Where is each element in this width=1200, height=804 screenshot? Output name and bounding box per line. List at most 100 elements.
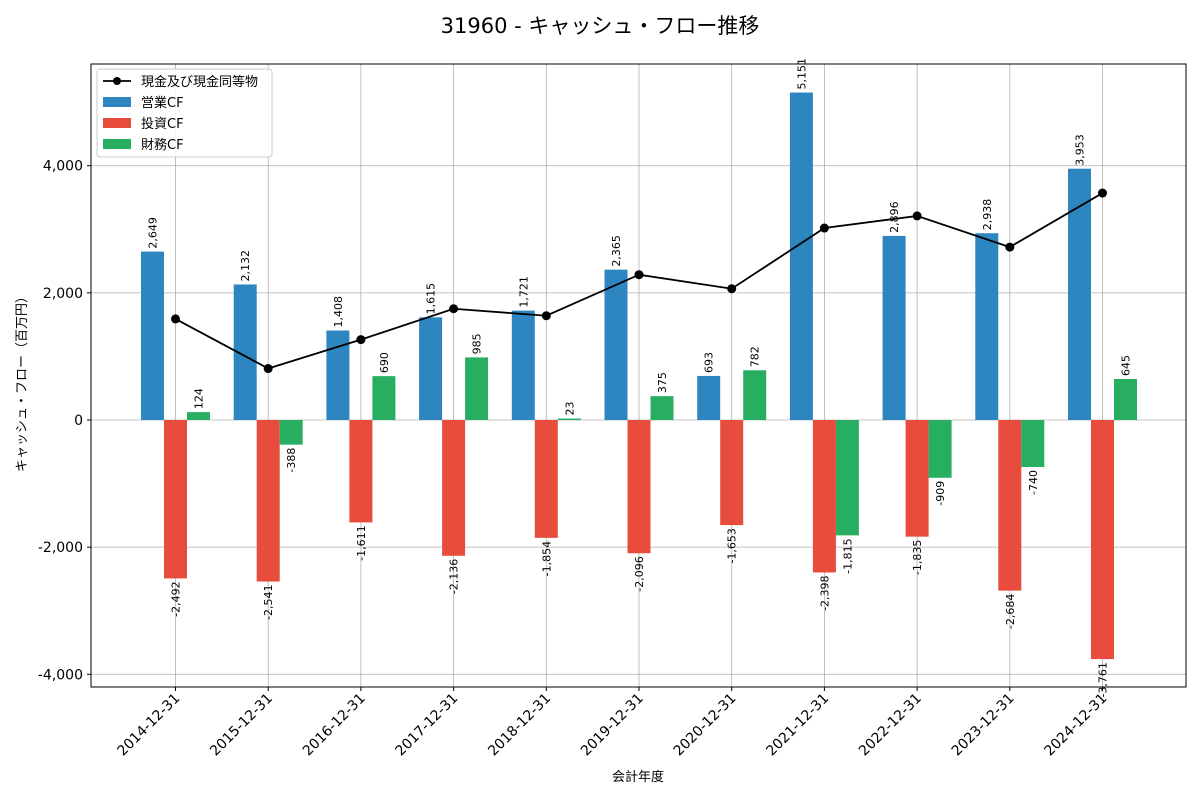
bar-value-label: 782	[749, 346, 762, 367]
bars	[141, 92, 1137, 660]
x-tick-label: 2022-12-31	[856, 691, 925, 760]
x-tick-label: 2019-12-31	[578, 691, 647, 760]
cash-line-point	[449, 304, 459, 314]
bar	[233, 284, 257, 420]
y-tick-label: 2,000	[43, 286, 83, 302]
bar	[928, 420, 952, 478]
bar-value-label: 375	[656, 372, 669, 393]
bar	[141, 251, 164, 420]
cash-line-point	[263, 364, 273, 374]
bar-value-label: -3,761	[1097, 662, 1110, 697]
legend-label: 営業CF	[141, 95, 184, 111]
bar-value-label: -909	[934, 481, 947, 506]
cash-line-point	[819, 223, 829, 233]
bar-value-label: 1,615	[425, 283, 438, 315]
x-tick-label: 2023-12-31	[949, 691, 1018, 760]
bar-value-label: -388	[285, 448, 298, 473]
bar	[697, 375, 721, 420]
bar	[720, 420, 744, 526]
legend-swatch	[103, 118, 131, 128]
bar	[557, 418, 581, 420]
bar-value-label: -2,492	[170, 581, 183, 616]
legend-swatch	[103, 97, 131, 107]
bar	[882, 235, 906, 420]
legend-label: 現金及び現金同等物	[141, 74, 258, 90]
bar-value-label: -2,136	[448, 559, 461, 594]
bar	[998, 420, 1022, 591]
cash-line-point	[356, 335, 366, 345]
bar	[789, 92, 813, 420]
cash-line-point	[171, 314, 180, 324]
bar	[534, 420, 558, 538]
y-axis-label: キャッシュ・フロー（百万円）	[15, 290, 30, 472]
bar-value-label: -2,684	[1004, 594, 1017, 629]
cash-line-point	[727, 284, 737, 294]
bar-value-label: 2,132	[239, 250, 252, 282]
bar-value-label: -1,653	[726, 528, 739, 563]
cash-line-point	[1098, 188, 1107, 198]
bar-value-label: -740	[1027, 470, 1040, 495]
bar	[627, 420, 651, 554]
bar-value-label: 23	[563, 402, 576, 416]
legend-label: 財務CF	[141, 138, 184, 153]
bar	[372, 376, 396, 420]
bar	[743, 370, 767, 420]
bar	[835, 420, 859, 536]
bar	[419, 317, 443, 420]
y-tick-label: 4,000	[43, 159, 83, 175]
bar	[975, 233, 999, 420]
x-tick-label: 2015-12-31	[207, 691, 276, 760]
bar-value-label: 690	[378, 352, 391, 373]
x-tick-label: 2024-12-31	[1041, 691, 1110, 760]
x-axis-label: 会計年度	[612, 769, 664, 785]
y-tick-label: -2,000	[38, 540, 83, 556]
bar-value-label: 985	[471, 333, 484, 354]
bar	[279, 420, 303, 445]
bar-value-label: 693	[703, 352, 716, 373]
bar	[511, 310, 535, 420]
bar	[1114, 378, 1137, 420]
bar	[442, 420, 466, 556]
legend-marker	[113, 77, 121, 85]
bar	[812, 420, 836, 573]
bar-value-label: -1,835	[911, 540, 924, 575]
x-tick-label: 2020-12-31	[671, 691, 740, 760]
bar	[326, 330, 350, 420]
y-tick-label: -4,000	[38, 667, 83, 683]
bar-value-label: 2,365	[610, 235, 623, 267]
cash-line-point	[1005, 242, 1015, 252]
x-tick-label: 2014-12-31	[114, 691, 183, 760]
bar-value-label: 3,953	[1074, 134, 1087, 166]
bar	[465, 357, 489, 420]
cash-line-point	[541, 311, 551, 321]
x-tick-label: 2017-12-31	[393, 691, 462, 760]
bar-value-label: 2,649	[147, 217, 160, 249]
bar-value-label: 645	[1120, 355, 1133, 376]
data-labels: 2,649 2,132 1,408 1,615 1,721 2,365 693 5,151 2,…	[147, 58, 1133, 698]
chart-title: 31960 - キャッシュ・フロー推移	[441, 14, 760, 38]
bar-value-label: 1,721	[517, 276, 530, 308]
cash-line	[171, 188, 1107, 374]
cash-line-point	[912, 211, 922, 221]
bar	[1068, 168, 1091, 420]
bar	[905, 420, 929, 537]
bar-value-label: -2,096	[633, 556, 646, 591]
bar-value-label: 2,896	[888, 201, 901, 233]
bar-value-label: -2,541	[262, 585, 275, 620]
bar	[187, 412, 210, 420]
legend-box	[96, 68, 273, 158]
bar-value-label: -1,815	[841, 538, 854, 573]
cash-line-point	[634, 270, 644, 280]
bar-value-label: 2,938	[981, 199, 994, 231]
bar	[604, 269, 628, 420]
bar	[256, 420, 280, 582]
bar	[1091, 420, 1114, 660]
y-tick-label: 0	[74, 413, 83, 429]
x-tick-label: 2021-12-31	[763, 691, 832, 760]
bar	[650, 396, 674, 420]
bar	[1021, 420, 1045, 468]
x-tick-label: 2018-12-31	[485, 691, 554, 760]
